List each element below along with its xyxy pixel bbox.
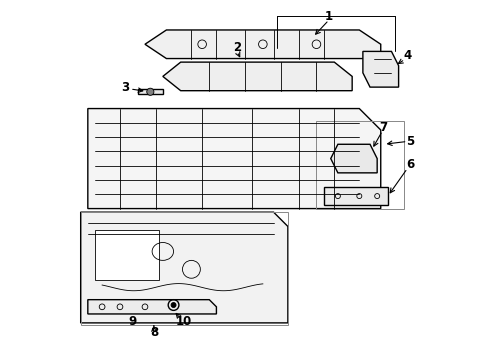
Text: 7: 7 [380,121,388,134]
Circle shape [171,302,176,307]
Text: 2: 2 [233,41,241,54]
Text: 6: 6 [406,158,415,171]
Polygon shape [88,300,217,314]
Text: 8: 8 [150,327,158,339]
Polygon shape [145,30,381,59]
Polygon shape [363,51,398,87]
Text: 3: 3 [121,81,129,94]
Circle shape [147,88,154,95]
Text: 10: 10 [176,315,193,328]
FancyBboxPatch shape [95,230,159,280]
Text: 5: 5 [406,135,415,148]
Polygon shape [331,144,377,173]
Text: 1: 1 [325,10,333,23]
Text: 9: 9 [128,315,137,328]
Polygon shape [138,89,163,94]
Polygon shape [81,212,288,323]
Polygon shape [323,187,388,205]
Polygon shape [163,62,352,91]
Polygon shape [88,109,381,208]
Text: 4: 4 [403,49,412,62]
